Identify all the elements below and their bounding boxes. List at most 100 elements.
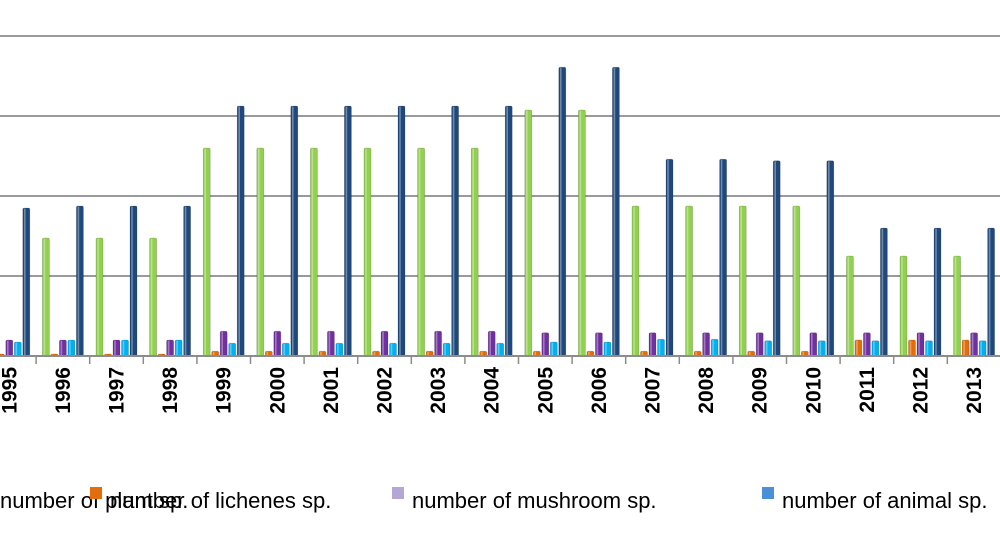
bar [631, 205, 640, 357]
bar-highlight [258, 148, 260, 356]
bar [273, 330, 282, 357]
bar-highlight [712, 339, 714, 356]
bar-highlight [613, 67, 616, 356]
bar [809, 332, 818, 357]
bar-highlight [819, 341, 822, 356]
x-tick-label: 1995 [0, 367, 21, 414]
bar-highlight [43, 238, 46, 356]
bar [95, 237, 104, 357]
bar-highlight [489, 331, 491, 356]
bar [14, 341, 22, 357]
bar [854, 339, 863, 357]
x-tick-label: 2007 [642, 367, 665, 414]
bar [961, 339, 970, 357]
bar [389, 342, 397, 357]
bar [442, 342, 451, 357]
bar-highlight [373, 351, 376, 356]
bar-highlight [150, 238, 153, 356]
bar-highlight [229, 343, 232, 356]
legend-swatch [392, 487, 404, 499]
legend-label: number of animal sp. [782, 488, 988, 513]
bar [558, 66, 567, 357]
bar [327, 330, 335, 357]
bar-highlight [847, 256, 850, 356]
x-tick-label: 2004 [481, 367, 504, 414]
bars [0, 66, 995, 357]
bar-highlight [901, 256, 903, 356]
bar [380, 330, 389, 357]
bar-highlight [926, 341, 929, 356]
bar [202, 147, 211, 357]
bar-highlight [204, 148, 206, 356]
bar [846, 255, 854, 357]
bar-highlight [427, 351, 429, 356]
bar [290, 105, 299, 357]
bar-highlight [774, 161, 776, 356]
bar [817, 340, 826, 357]
bar-highlight [588, 351, 590, 356]
bar-highlight [909, 340, 912, 356]
bar-highlight [596, 333, 599, 356]
bar-highlight [122, 340, 125, 356]
legend-swatch [762, 487, 774, 499]
bar-highlight [345, 106, 348, 356]
legend-item: number of mushroom sp. [392, 487, 657, 514]
bar-highlight [452, 106, 455, 356]
bar-highlight [534, 351, 537, 356]
bar-highlight [579, 110, 582, 356]
bar-highlight [221, 331, 223, 356]
bar-highlight [480, 351, 483, 356]
bar-highlight [802, 351, 805, 356]
bar [578, 109, 586, 357]
bar [219, 330, 228, 357]
bar-highlight [720, 159, 723, 356]
x-tick-label: 1998 [159, 367, 182, 414]
bar [657, 338, 665, 357]
bar-highlight [382, 331, 384, 356]
bar-highlight [526, 110, 528, 356]
x-tick-label: 2010 [802, 367, 825, 414]
x-tick-label: 2000 [266, 367, 289, 414]
bar [67, 339, 76, 357]
bar-highlight [658, 339, 661, 356]
bar [549, 341, 558, 357]
bar [953, 255, 961, 357]
bar-highlight [864, 333, 867, 356]
bar-highlight [650, 333, 652, 356]
bar [916, 332, 925, 357]
bar [978, 340, 987, 357]
bar-highlight [77, 206, 80, 356]
legend-swatch [90, 487, 102, 499]
bar [121, 339, 129, 357]
bar-highlight [238, 106, 240, 356]
legend-label: number of mushroom sp. [412, 488, 657, 513]
bar [344, 105, 352, 357]
bar [612, 66, 620, 357]
bar-highlight [740, 206, 742, 356]
bar [256, 147, 265, 357]
bar [826, 160, 835, 357]
bar [397, 105, 406, 357]
x-tick-label: 2001 [320, 367, 343, 414]
bar [738, 205, 747, 357]
bar-highlight [605, 342, 607, 356]
bar [524, 109, 533, 357]
bar [603, 341, 612, 357]
bar [863, 332, 871, 357]
bar-highlight [320, 351, 322, 356]
bar-highlight [633, 206, 635, 356]
bar-highlight [971, 333, 974, 356]
bar-highlight [935, 228, 937, 356]
bar [42, 237, 50, 357]
bar-highlight [695, 351, 697, 356]
bar [504, 105, 513, 357]
bar [899, 255, 908, 357]
bar [792, 205, 801, 357]
bar-highlight [60, 340, 63, 356]
x-tick-label: 2009 [749, 367, 772, 414]
bar [363, 147, 372, 357]
x-tick-label: 2006 [588, 367, 611, 414]
bar [665, 158, 674, 357]
bar [987, 227, 995, 357]
bar-highlight [167, 340, 170, 356]
